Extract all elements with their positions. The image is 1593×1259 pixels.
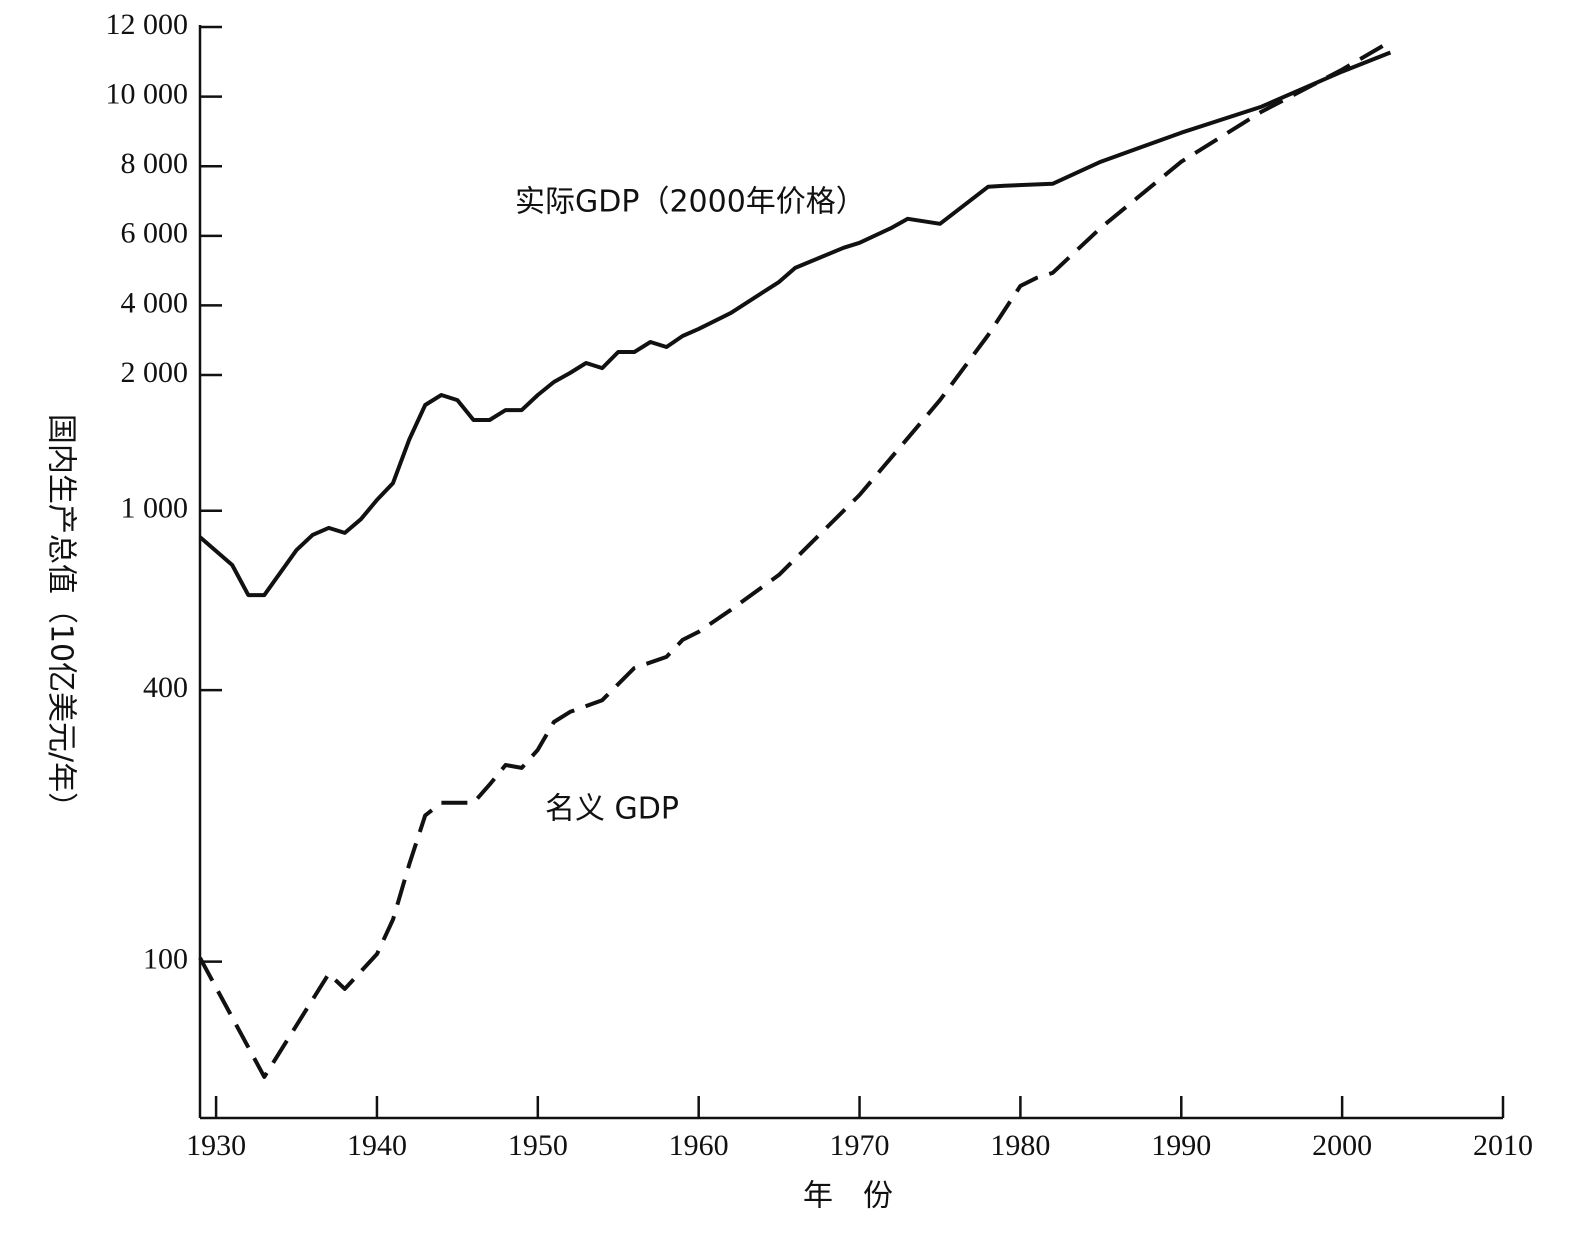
y-tick-label: 12 000	[106, 8, 189, 41]
x-tick-label: 2000	[1312, 1129, 1372, 1162]
x-tick-label: 2010	[1473, 1129, 1533, 1162]
y-tick-label: 400	[143, 671, 188, 704]
y-tick-label: 6 000	[121, 217, 189, 250]
x-tick-label: 1990	[1151, 1129, 1211, 1162]
x-tick-label: 1950	[508, 1129, 568, 1162]
y-tick-label: 1 000	[121, 492, 189, 525]
x-tick-label: 1960	[669, 1129, 729, 1162]
x-tick-label: 1980	[990, 1129, 1050, 1162]
y-tick-label: 10 000	[106, 77, 189, 110]
y-tick-label: 4 000	[121, 286, 189, 319]
y-tick-label: 2 000	[121, 356, 189, 389]
x-tick-label: 1970	[830, 1129, 890, 1162]
x-tick-label: 1940	[347, 1129, 407, 1162]
series-line	[198, 39, 1392, 1079]
series-line	[198, 50, 1392, 598]
series-annotation: 实际GDP（2000年价格）	[515, 185, 866, 220]
y-tick-label: 8 000	[121, 147, 189, 180]
x-axis-label: 年 份	[803, 1179, 893, 1214]
y-tick-label: 100	[143, 943, 188, 976]
x-tick-label: 1930	[186, 1129, 246, 1162]
y-axis-label: 国内生产总值（10亿美元/年）	[44, 414, 79, 822]
series-annotation: 名义 GDP	[545, 792, 679, 827]
